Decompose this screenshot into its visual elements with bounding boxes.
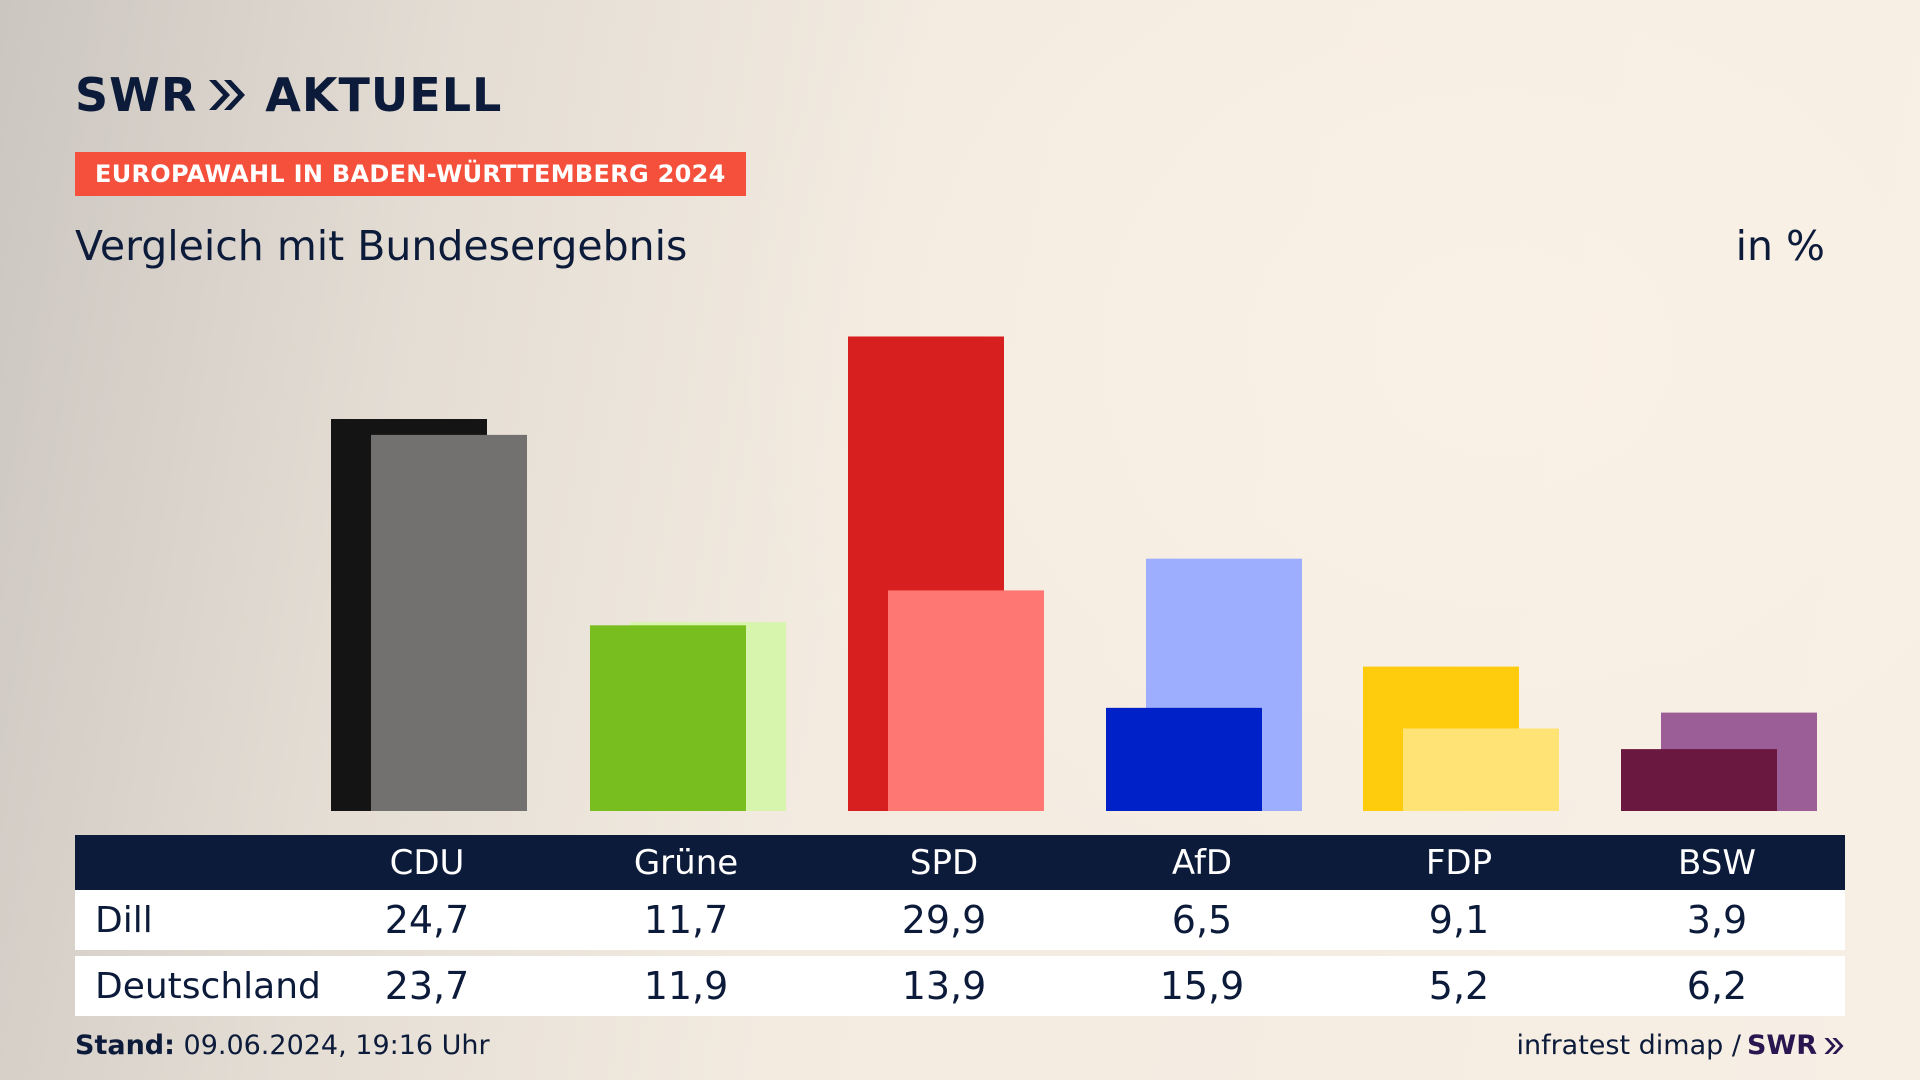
unit-label: in %: [1735, 222, 1825, 270]
double-chevron-icon: [209, 80, 246, 110]
footer-swr-logo: SWR: [1746, 1030, 1817, 1061]
bar-deutschland-cdu: [371, 434, 527, 811]
chart-subtitle: Vergleich mit Bundesergebnis: [75, 222, 688, 270]
header-cdu: CDU: [389, 842, 465, 883]
cell-value: 13,9: [901, 964, 987, 1008]
header-spd: SPD: [909, 842, 979, 883]
header-bsw: BSW: [1678, 842, 1756, 883]
table-header: CDU Grüne SPD AfD FDP BSW: [75, 835, 1845, 890]
cell-value: 11,9: [643, 964, 729, 1008]
swr-logo-text: SWR: [75, 68, 198, 122]
bar-deutschland-fdp: [1403, 728, 1559, 811]
row-label: Dill: [95, 899, 153, 941]
swr-aktuell-logo: SWR AKTUELL: [75, 65, 502, 125]
results-table: CDU Grüne SPD AfD FDP BSW Dill 24,7 11,7…: [75, 835, 1845, 1016]
election-tag: EUROPAWAHL IN BADEN-WÜRTTEMBERG 2024: [75, 152, 746, 196]
header-gruene: Grüne: [633, 842, 739, 883]
cell-value: 24,7: [384, 898, 470, 942]
stand-value: 09.06.2024, 19:16 Uhr: [183, 1030, 490, 1061]
source-text: infratest dimap /: [1516, 1030, 1741, 1061]
cell-value: 15,9: [1159, 964, 1245, 1008]
row-label: Deutschland: [95, 965, 321, 1007]
cell-value: 5,2: [1428, 964, 1490, 1008]
cell-value: 29,9: [901, 898, 987, 942]
timestamp: Stand: 09.06.2024, 19:16 Uhr: [75, 1030, 490, 1061]
aktuell-logo-text: AKTUELL: [265, 68, 503, 122]
cell-value: 3,9: [1686, 898, 1748, 942]
cell-value: 6,2: [1686, 964, 1748, 1008]
bar-deutschland-spd: [888, 590, 1044, 811]
cell-value: 11,7: [643, 898, 729, 942]
header-fdp: FDP: [1425, 842, 1493, 883]
table-row-deutschland: Deutschland 23,7 11,9 13,9 15,9 5,2 6,2: [75, 956, 1845, 1016]
stand-label: Stand:: [75, 1030, 175, 1061]
bar-chart: [331, 336, 1817, 811]
cell-value: 6,5: [1171, 898, 1233, 942]
bar-dill-bsw: [1621, 749, 1777, 811]
cell-value: 9,1: [1428, 898, 1490, 942]
table-row-dill: Dill 24,7 11,7 29,9 6,5 9,1 3,9: [75, 890, 1845, 950]
footer-chevron-icon: [1824, 1037, 1844, 1054]
bar-dill-grüne: [590, 625, 746, 811]
header-afd: AfD: [1171, 842, 1233, 883]
cell-value: 23,7: [384, 964, 470, 1008]
source-credit: infratest dimap / SWR: [1516, 1030, 1845, 1061]
bar-dill-afd: [1106, 707, 1262, 811]
